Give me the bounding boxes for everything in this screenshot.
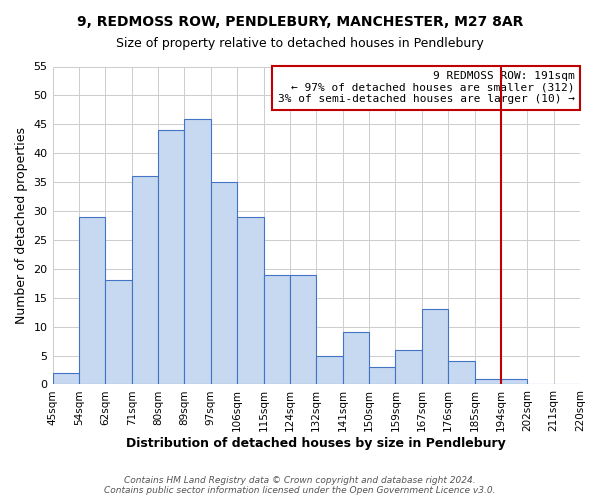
Bar: [79, 217, 105, 384]
Bar: [395, 350, 422, 384]
Bar: [290, 274, 316, 384]
Bar: [501, 378, 527, 384]
Bar: [316, 356, 343, 384]
Bar: [448, 362, 475, 384]
X-axis label: Distribution of detached houses by size in Pendlebury: Distribution of detached houses by size …: [127, 437, 506, 450]
Bar: [343, 332, 369, 384]
Bar: [237, 217, 263, 384]
Bar: [422, 310, 448, 384]
Bar: [158, 130, 184, 384]
Bar: [369, 367, 395, 384]
Text: 9, REDMOSS ROW, PENDLEBURY, MANCHESTER, M27 8AR: 9, REDMOSS ROW, PENDLEBURY, MANCHESTER, …: [77, 15, 523, 29]
Bar: [211, 182, 237, 384]
Bar: [184, 118, 211, 384]
Text: Contains HM Land Registry data © Crown copyright and database right 2024.
Contai: Contains HM Land Registry data © Crown c…: [104, 476, 496, 495]
Bar: [131, 176, 158, 384]
Bar: [53, 373, 79, 384]
Text: 9 REDMOSS ROW: 191sqm
← 97% of detached houses are smaller (312)
3% of semi-deta: 9 REDMOSS ROW: 191sqm ← 97% of detached …: [278, 72, 575, 104]
Bar: [105, 280, 131, 384]
Text: Size of property relative to detached houses in Pendlebury: Size of property relative to detached ho…: [116, 38, 484, 51]
Bar: [263, 274, 290, 384]
Bar: [475, 378, 501, 384]
Y-axis label: Number of detached properties: Number of detached properties: [15, 127, 28, 324]
